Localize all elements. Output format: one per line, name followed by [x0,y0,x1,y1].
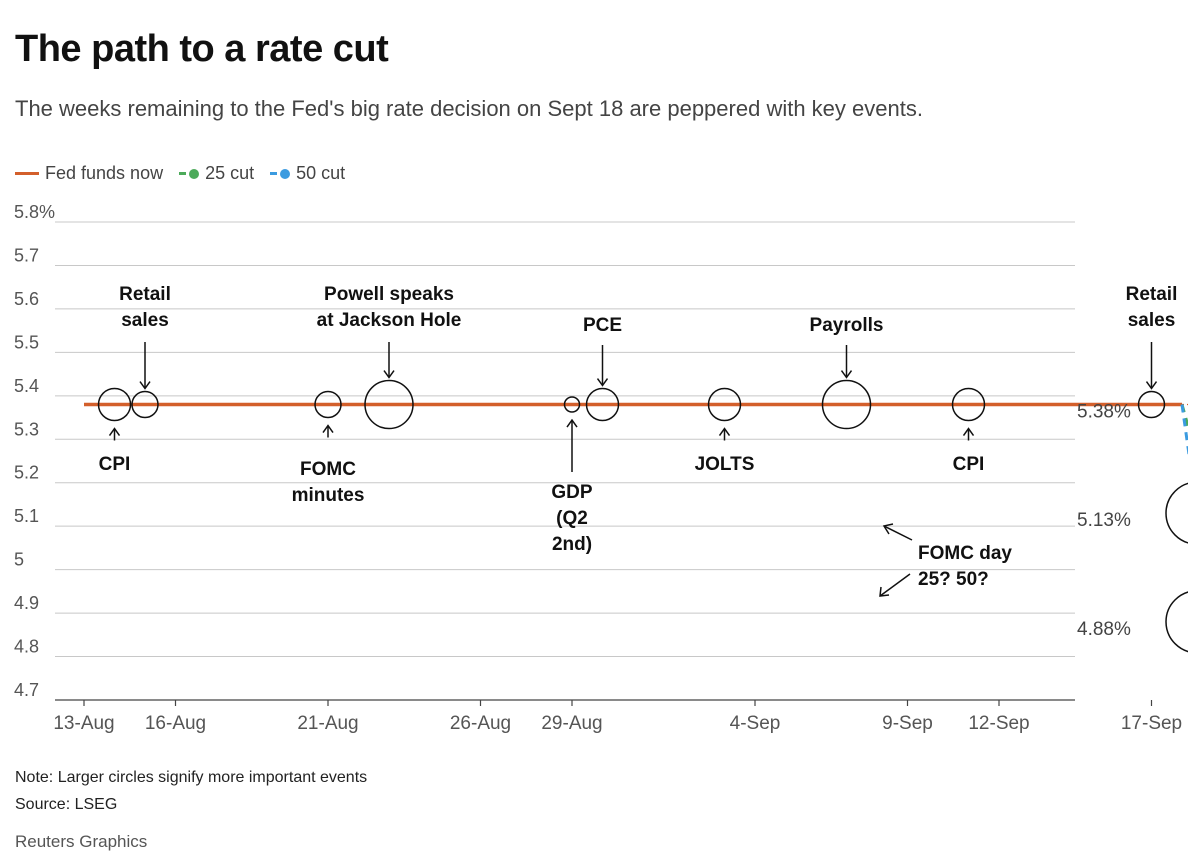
event-circle [314,390,342,419]
event-label: sales [1128,310,1176,331]
event-label: CPI [99,454,131,475]
chart-series [84,402,1188,459]
y-tick-label: 5 [14,550,24,570]
event-circle [1137,390,1166,419]
y-tick-label: 4.8 [14,637,39,657]
fomc-arrow-line [879,573,911,597]
fomc-label: FOMC day [918,543,1012,564]
x-tick-label: 9-Sep [882,713,933,734]
event-label: CPI [953,454,985,475]
footer-credit: Reuters Graphics [15,832,148,851]
legend-item-25-cut: 25 cut [179,163,254,184]
arrow-head [718,427,731,436]
y-tick-label: 5.8% [14,202,55,222]
event-label: minutes [292,485,365,506]
event-label: sales [121,310,169,331]
y-tick-label: 5.6 [14,289,39,309]
arrow-head [962,427,975,436]
x-tick-label: 16-Aug [145,713,206,734]
arrow-head [596,378,609,387]
fomc-arrow-head [879,586,890,597]
fomc-annotation: FOMC day 25? 50? [879,482,1188,653]
x-tick-label: 13-Aug [53,713,114,734]
y-tick-label: 5.2 [14,463,39,483]
x-tick-label: 12-Sep [968,713,1029,734]
chart-title: The path to a rate cut [15,28,389,70]
fomc-label: 25? 50? [918,569,989,590]
footer-source: Source: LSEG [15,796,118,813]
event-label: GDP [551,482,593,503]
legend-label: 50 cut [296,163,346,183]
event-label: Retail [119,284,171,305]
arrow-head [108,427,121,436]
event-label: Retail [1126,284,1178,305]
chart-events: CPI Retail sales FOMC minutes Powell speaks at… [97,284,1178,555]
legend-item-fed-funds: Fed funds now [15,163,163,184]
event-circle [585,387,620,422]
legend-item-50-cut: 50 cut [270,163,345,184]
x-axis: 13-Aug 16-Aug 21-Aug 26-Aug 29-Aug 4-Sep 9-Sep… [53,700,1182,734]
event-label: PCE [583,315,622,336]
line-chart: 5.8% 5.7 5.6 5.5 5.4 5.3 5.2 5.1 5 4.9 4.8 4.7 13-A… [14,202,1188,734]
y-axis: 5.8% 5.7 5.6 5.5 5.4 5.3 5.2 5.1 5 4.9 4.8 4.7 [14,202,55,700]
legend-label: Fed funds now [45,163,164,183]
footer-note: Note: Larger circles signify more import… [15,769,368,786]
event-label: JOLTS [695,454,755,475]
event-circle [563,396,581,413]
x-tick-label: 26-Aug [450,713,511,734]
arrow-head [383,370,395,379]
event-label: Powell speaks [324,284,454,305]
arrow-head [139,381,151,390]
end-labels: 5.38% 5.13% 4.88% [1077,402,1131,640]
x-tick-label: 21-Aug [297,713,358,734]
chart-subtitle: The weeks remaining to the Fed's big rat… [15,96,923,121]
arrow-head [840,370,853,379]
y-tick-label: 4.9 [14,593,39,613]
fomc-arrow-line [883,525,913,541]
chart-grid [55,221,1075,701]
event-label: at Jackson Hole [317,310,462,331]
y-tick-label: 5.5 [14,332,39,352]
event-circle [707,387,742,422]
end-value-label: 5.13% [1077,510,1131,531]
fomc-arrow-head [882,523,894,535]
x-tick-label: 29-Aug [541,713,602,734]
event-label: (Q2 [556,508,588,529]
event-circle [951,387,986,422]
legend-label: 25 cut [205,163,255,183]
legend-swatch-dashed-blue [270,168,291,179]
event-label: FOMC [300,459,356,480]
event-circle [97,387,132,422]
x-tick-label: 4-Sep [730,713,781,734]
legend-swatch-solid [15,172,39,175]
end-value-label: 4.88% [1077,619,1131,640]
end-value-label: 5.38% [1077,402,1131,423]
event-label: 2nd) [552,534,592,555]
legend: Fed funds now 25 cut 50 cut [15,163,361,184]
event-circle [364,379,414,430]
event-circle [131,390,159,419]
fomc-circle [1165,591,1188,653]
y-tick-label: 5.3 [14,419,39,439]
arrow-head [1145,381,1158,390]
event-circle [821,379,872,430]
y-tick-label: 5.7 [14,245,39,265]
event-label: Payrolls [810,315,884,336]
y-tick-label: 4.7 [14,680,39,700]
fomc-circle [1165,482,1188,544]
legend-swatch-dashed-green [179,168,200,179]
arrow-head [322,424,334,433]
x-tick-label: 17-Sep [1121,713,1182,734]
y-tick-label: 5.4 [14,376,39,396]
y-tick-label: 5.1 [14,506,39,526]
arrow-head [566,418,578,428]
series-line [1180,404,1188,459]
